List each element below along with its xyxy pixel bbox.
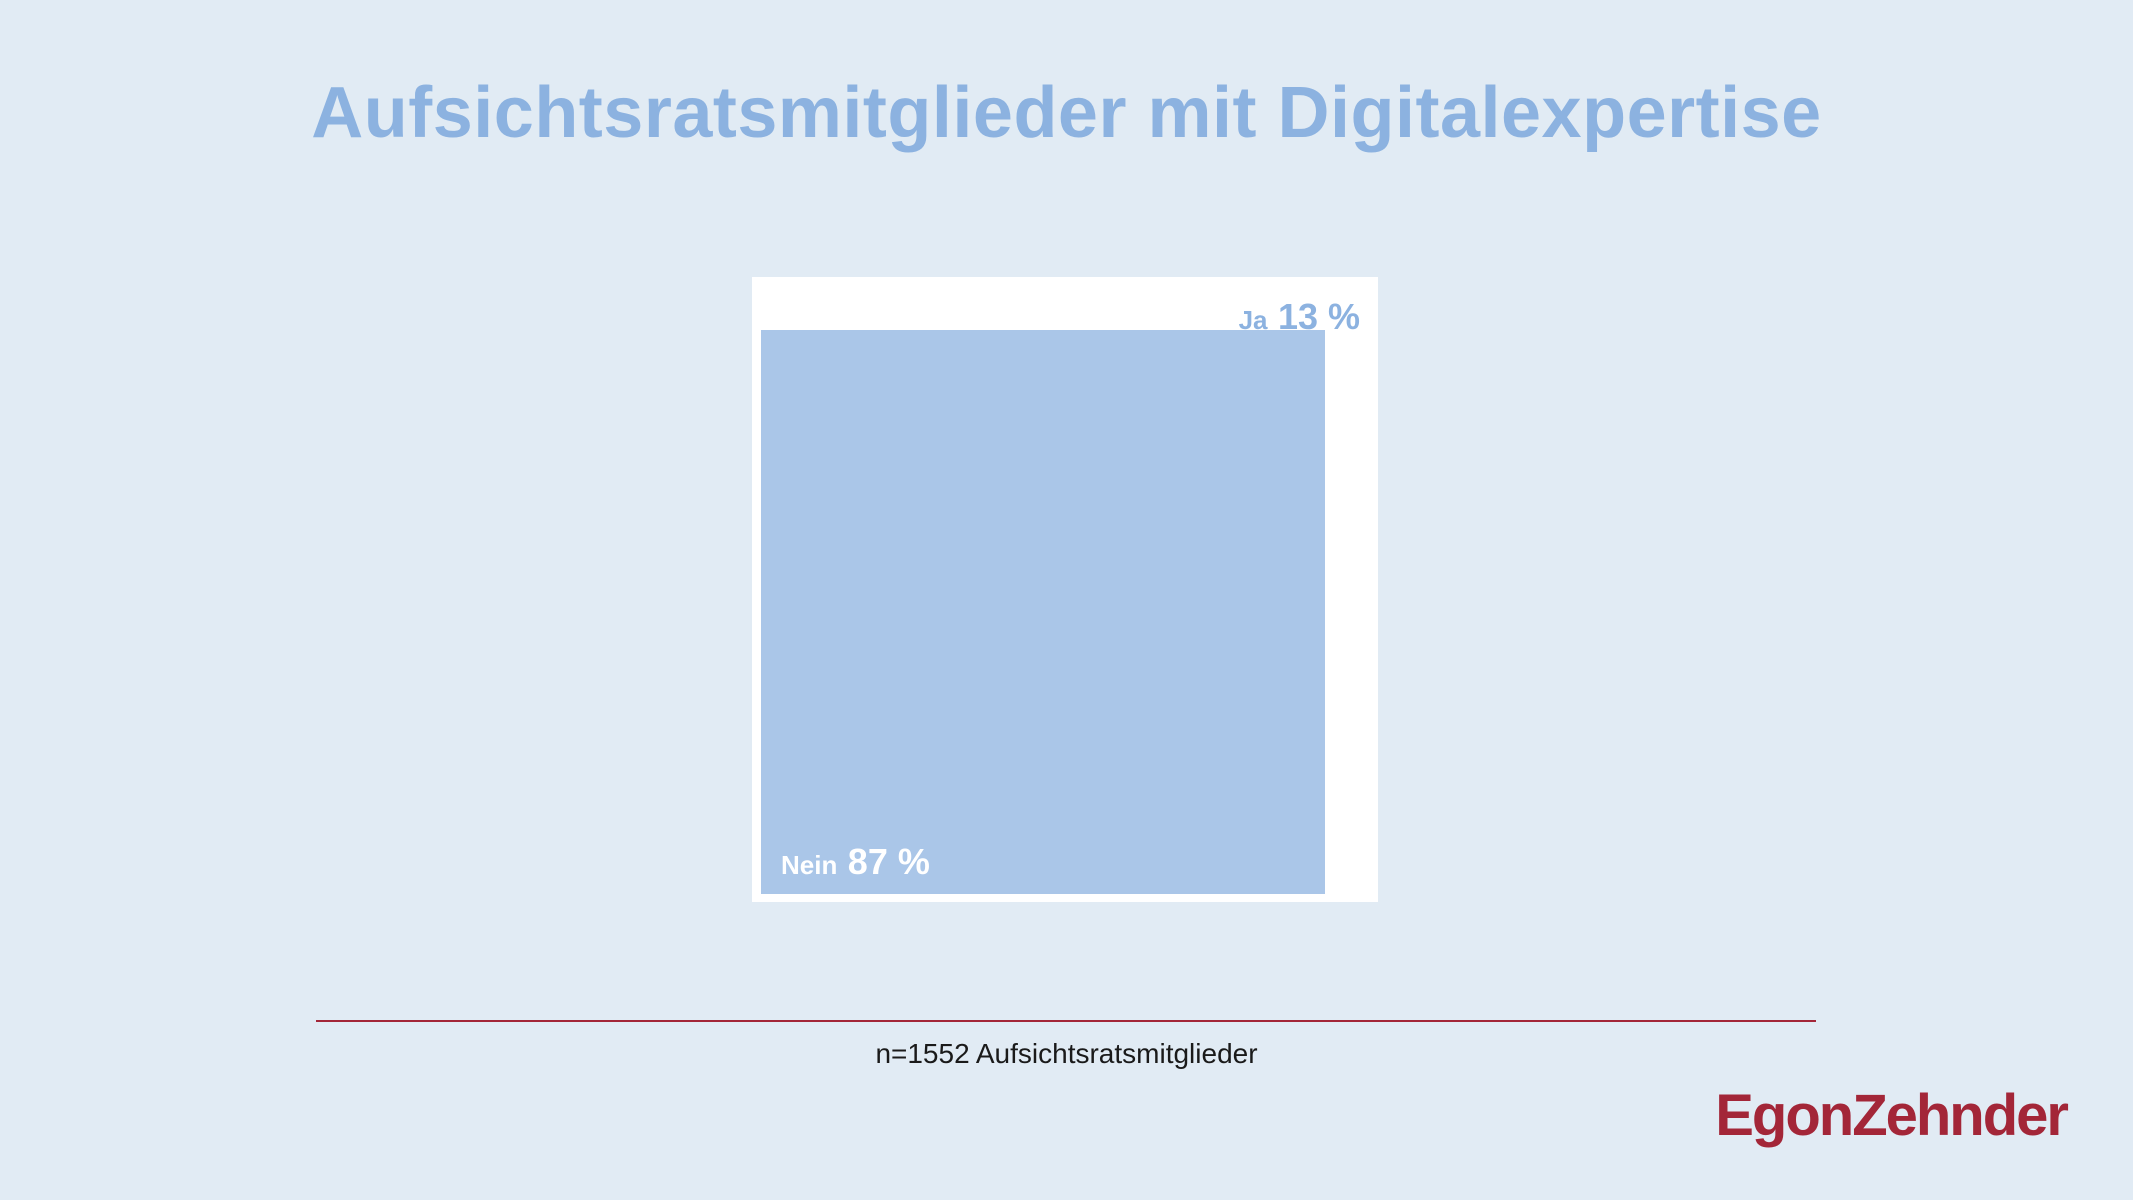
footer-divider (316, 1020, 1816, 1022)
nein-category-label: Nein (781, 850, 837, 880)
egon-zehnder-logo: EgonZehnder (1715, 1083, 2069, 1148)
ja-category-label: Ja (1239, 305, 1268, 335)
sample-size-note: n=1552 Aufsichtsratsmitglieder (875, 1038, 1258, 1069)
nein-area (761, 330, 1325, 894)
square-proportion-chart: Ja 13 % Nein 87 % (752, 277, 1378, 902)
ja-value-label: 13 % (1278, 296, 1360, 337)
chart-title: Aufsichtsratsmitglieder mit Digitalexper… (311, 73, 1822, 153)
nein-value-label: 87 % (848, 841, 930, 882)
nein-label: Nein 87 % (781, 841, 930, 882)
ja-label: Ja 13 % (1239, 296, 1360, 337)
